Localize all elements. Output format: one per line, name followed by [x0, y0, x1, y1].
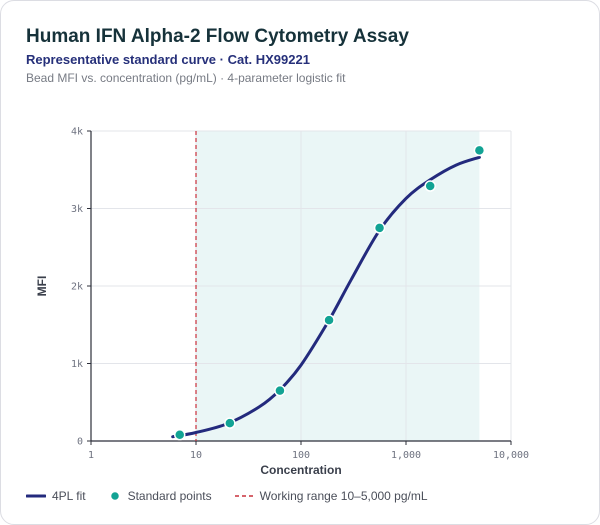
legend-item-range: Working range 10–5,000 pg/mL: [234, 489, 428, 503]
x-tick-label: 100: [292, 450, 310, 461]
legend-label-points: Standard points: [127, 489, 212, 503]
y-tick-labels: 0 1k 2k 3k 4k: [71, 127, 91, 448]
line-swatch-icon: [26, 494, 46, 498]
standard-point: [424, 180, 436, 192]
dashed-line-swatch-icon: [234, 495, 253, 497]
standard-point: [224, 417, 236, 429]
standard-point: [323, 314, 335, 326]
y-tick-label: 3k: [71, 204, 83, 215]
chart-subtitle: Representative standard curve · Cat. HX9…: [26, 52, 310, 67]
x-axis-title: Concentration: [260, 463, 341, 477]
y-axis-title: MFI: [35, 276, 49, 297]
legend-label-fit: 4PL fit: [52, 489, 86, 503]
chart-title: Human IFN Alpha-2 Flow Cytometry Assay: [26, 26, 409, 47]
standard-point: [473, 144, 486, 157]
standard-point: [173, 429, 186, 441]
legend: 4PL fit Standard points Working range 10…: [26, 487, 450, 505]
dot-swatch-icon: [109, 490, 120, 502]
standard-curve-plot: 1 10 100 1,000 10,000 0 1k 2k 3k 4k Concentratio…: [35, 127, 529, 478]
legend-item-fit: 4PL fit: [26, 489, 86, 503]
x-tick-label: 1,000: [391, 450, 421, 461]
x-tick-label: 1: [88, 450, 94, 461]
x-tick-label: 10,000: [493, 450, 529, 461]
y-tick-label: 4k: [71, 127, 83, 138]
legend-item-points: Standard points: [108, 489, 212, 503]
standard-point: [274, 384, 286, 397]
y-tick-label: 0: [77, 437, 83, 448]
y-tick-label: 1k: [71, 359, 83, 370]
y-tick-label: 2k: [71, 282, 83, 293]
chart-caption: Bead MFI vs. concentration (pg/mL) · 4-p…: [26, 71, 346, 85]
standard-point: [373, 222, 386, 234]
x-tick-labels: 1 10 100 1,000 10,000: [88, 441, 529, 461]
legend-label-range: Working range 10–5,000 pg/mL: [259, 489, 428, 503]
x-tick-label: 10: [190, 450, 202, 461]
standard-points: [173, 144, 486, 441]
